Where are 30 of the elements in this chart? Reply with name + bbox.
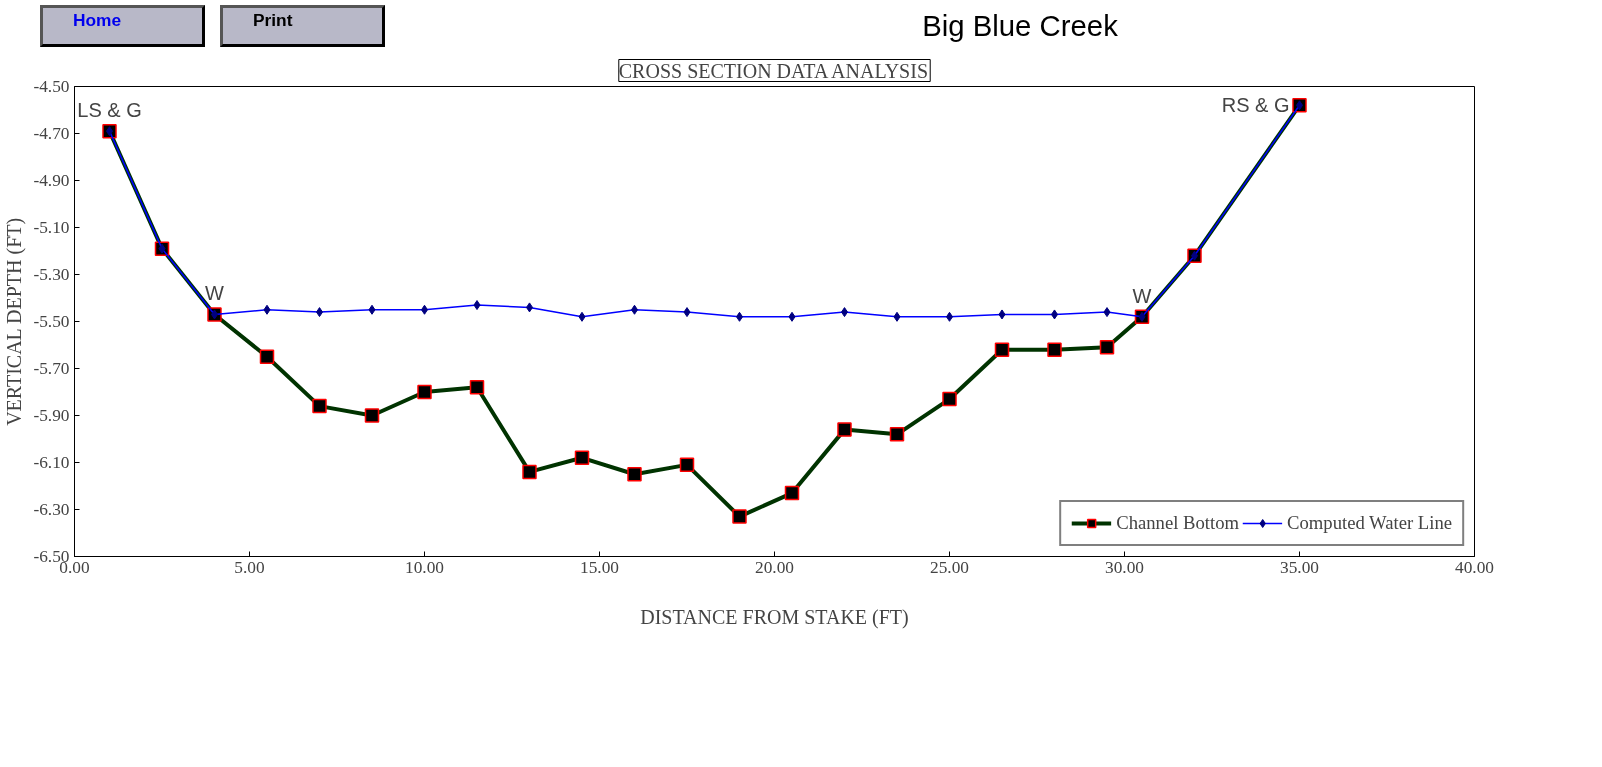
annotation: RS & G: [1221, 94, 1290, 117]
legend-label: Channel Bottom: [1116, 511, 1240, 534]
x-tick-label: 30.00: [1105, 557, 1145, 577]
x-tick-label: 25.00: [930, 557, 970, 577]
x-tick-label: 20.00: [755, 557, 795, 577]
x-tick-label: 40.00: [1455, 557, 1495, 577]
y-axis-title: VERTICAL DEPTH (FT): [3, 217, 27, 426]
annotation: W: [205, 282, 225, 305]
y-tick-label: -5.90: [33, 405, 70, 425]
y-tick-label: -5.50: [33, 311, 70, 331]
x-tick-label: 15.00: [580, 557, 620, 577]
text: Home: [73, 9, 122, 32]
y-tick-label: -5.30: [33, 264, 70, 284]
chart-title: Big Blue Creek: [922, 8, 1118, 44]
y-tick-label: -6.30: [33, 499, 70, 519]
legend-label: Computed Water Line: [1287, 511, 1452, 534]
x-tick-label: 35.00: [1280, 557, 1320, 577]
x-tick-label: 5.00: [234, 557, 265, 577]
y-tick-label: -4.70: [33, 123, 70, 143]
y-tick-label: -5.70: [33, 358, 70, 378]
annotation: LS & G: [77, 99, 142, 122]
annotation: W: [1132, 284, 1152, 307]
y-tick-label: -4.50: [33, 76, 70, 96]
chart-subtitle: CROSS SECTION DATA ANALYSIS: [618, 59, 929, 82]
x-tick-label: 10.00: [405, 557, 445, 577]
y-tick-label: -5.10: [33, 217, 70, 237]
y-tick-label: -6.10: [33, 452, 70, 472]
y-tick-label: -4.90: [33, 170, 70, 190]
x-axis-title: DISTANCE FROM STAKE (FT): [640, 605, 909, 629]
text: Print: [253, 9, 293, 32]
